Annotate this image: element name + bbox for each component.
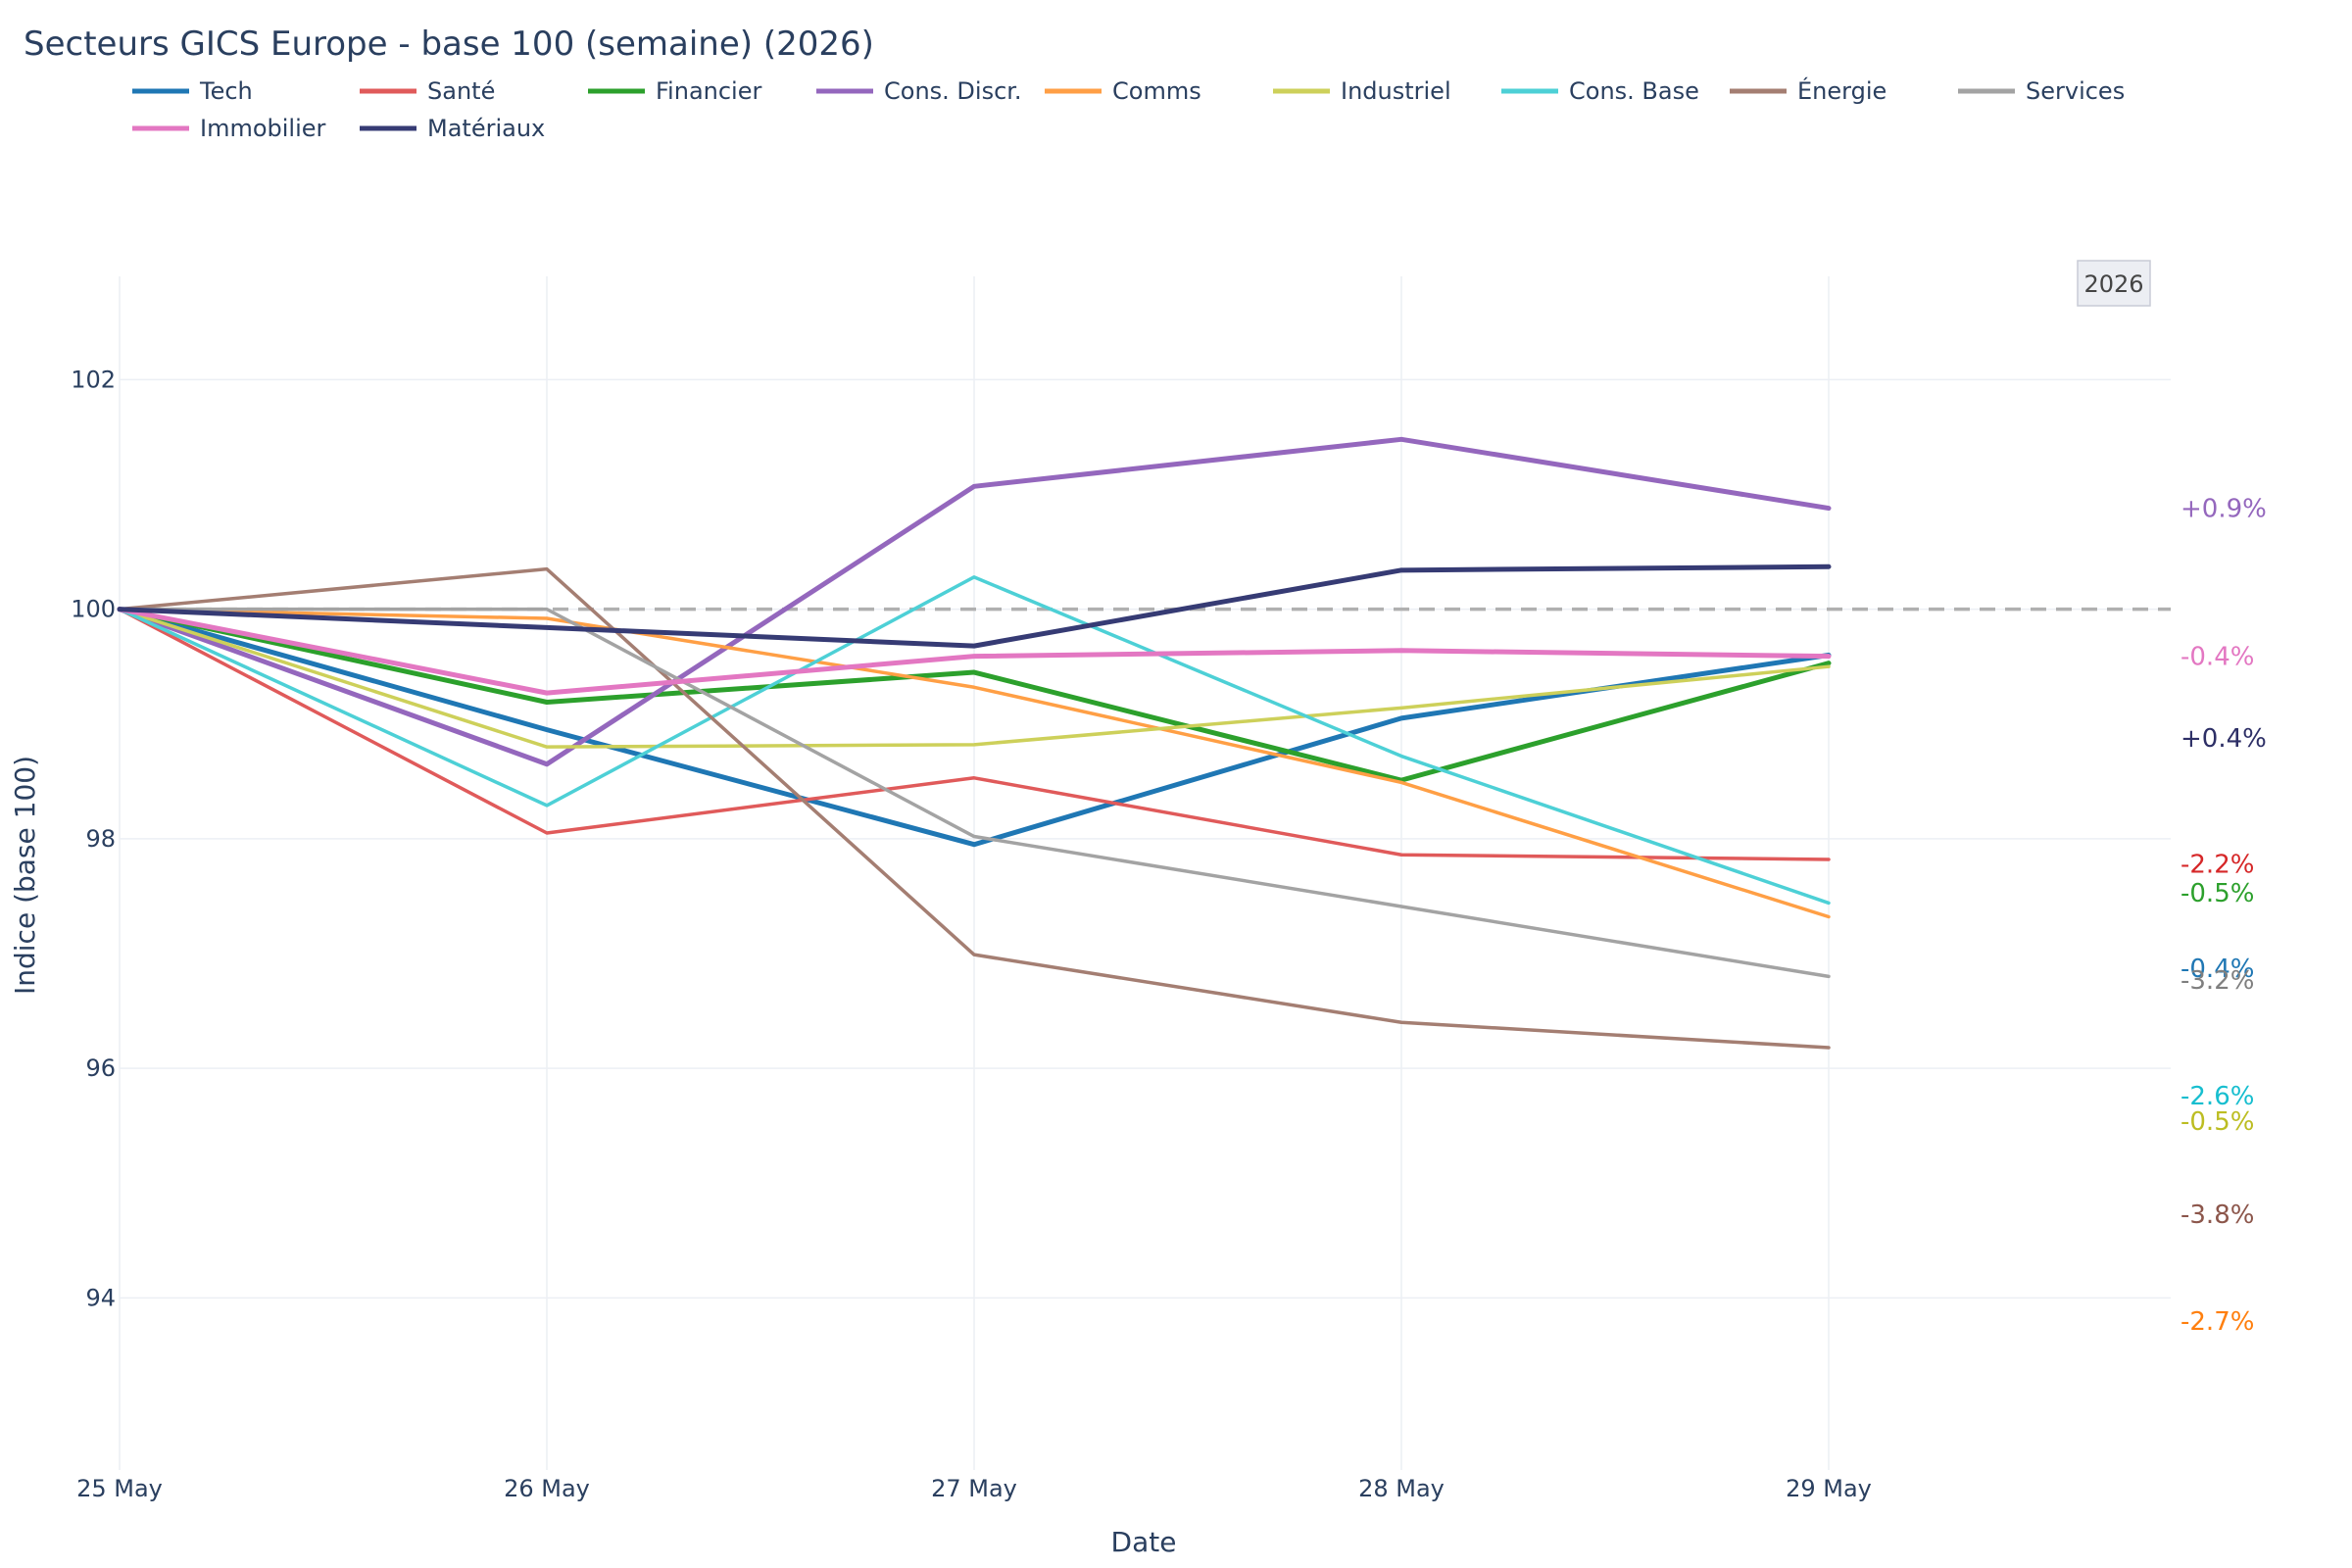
legend-label: Cons. Base bbox=[1569, 77, 1699, 105]
legend-item-cons-base[interactable]: Cons. Base bbox=[1501, 77, 1699, 105]
y-axis-title: Indice (base 100) bbox=[9, 756, 41, 995]
chart-title: Secteurs GICS Europe - base 100 (semaine… bbox=[24, 24, 874, 64]
legend-label: Cons. Discr. bbox=[884, 77, 1022, 105]
end-label-energie: -3.8% bbox=[2180, 1200, 2254, 1230]
legend-label: Immobilier bbox=[200, 115, 326, 142]
year-badge: 2026 bbox=[2077, 260, 2151, 307]
legend-label: Comms bbox=[1112, 77, 1201, 105]
legend-item-sante[interactable]: Santé bbox=[360, 77, 495, 105]
end-label-materiaux: +0.4% bbox=[2180, 724, 2267, 754]
end-label-tech: -0.4% bbox=[2180, 955, 2254, 984]
legend-item-tech[interactable]: Tech bbox=[132, 77, 253, 105]
series-line-cons-base bbox=[118, 575, 1831, 906]
legend-label: Matériaux bbox=[427, 115, 545, 142]
y-tick-label: 94 bbox=[85, 1284, 116, 1311]
legend-item-industriel[interactable]: Industriel bbox=[1273, 77, 1451, 105]
legend-item-immobilier[interactable]: Immobilier bbox=[132, 115, 326, 142]
series-line-comms bbox=[118, 607, 1831, 919]
series-line-services bbox=[118, 607, 1831, 979]
series-line-tech bbox=[117, 607, 1832, 848]
legend-label: Services bbox=[2026, 77, 2125, 105]
series-line-energie bbox=[118, 566, 1831, 1050]
x-tick-label: 25 May bbox=[76, 1475, 163, 1502]
end-label-sante: -2.2% bbox=[2180, 851, 2254, 880]
end-label-services: -3.2% bbox=[2180, 966, 2254, 996]
legend-label: Financier bbox=[656, 77, 761, 105]
series-line-financier bbox=[117, 607, 1832, 783]
end-label-industriel: -0.5% bbox=[2180, 1107, 2254, 1137]
x-axis-title: Date bbox=[1111, 1526, 1177, 1558]
legend-label: Énergie bbox=[1797, 76, 1886, 105]
x-tick-label: 28 May bbox=[1358, 1475, 1445, 1502]
legend-label: Industriel bbox=[1341, 77, 1451, 105]
end-label-cons-base: -2.6% bbox=[2180, 1082, 2254, 1111]
y-tick-label: 96 bbox=[85, 1054, 116, 1082]
series-line-immobilier bbox=[117, 607, 1832, 696]
year-badge-text: 2026 bbox=[2083, 270, 2143, 298]
legend: Tech Santé Financier Cons. Discr. Comms Indus… bbox=[132, 76, 2125, 142]
series-line-industriel bbox=[118, 607, 1831, 749]
x-axis-ticks: 25 May 26 May 27 May 28 May 29 May bbox=[76, 1475, 1872, 1502]
x-tick-label: 27 May bbox=[931, 1475, 1017, 1502]
legend-item-financier[interactable]: Financier bbox=[588, 77, 761, 105]
legend-item-energie[interactable]: Énergie bbox=[1730, 76, 1886, 105]
legend-label: Tech bbox=[199, 77, 253, 105]
gridlines bbox=[119, 276, 2171, 1470]
end-label-financier: -0.5% bbox=[2180, 879, 2254, 908]
series-lines bbox=[117, 436, 1832, 1050]
legend-item-cons-discr[interactable]: Cons. Discr. bbox=[816, 77, 1022, 105]
end-label-immobilier: -0.4% bbox=[2180, 643, 2254, 672]
y-tick-label: 100 bbox=[71, 596, 116, 623]
year-badge-box bbox=[2077, 260, 2151, 307]
legend-item-materiaux[interactable]: Matériaux bbox=[360, 115, 545, 142]
end-label-cons-discr: +0.9% bbox=[2180, 495, 2267, 524]
series-line-materiaux bbox=[117, 564, 1832, 649]
legend-label: Santé bbox=[427, 77, 495, 105]
series-line-cons-discr bbox=[117, 436, 1832, 767]
series-line-sante bbox=[118, 607, 1831, 861]
y-tick-label: 102 bbox=[71, 366, 116, 393]
legend-item-comms[interactable]: Comms bbox=[1045, 77, 1201, 105]
x-tick-label: 29 May bbox=[1786, 1475, 1872, 1502]
legend-item-services[interactable]: Services bbox=[1958, 77, 2125, 105]
end-labels: -0.4%-2.2%-0.5%+0.9%-2.7%-0.5%-2.6%-3.8%… bbox=[2180, 495, 2267, 1337]
end-label-comms: -2.7% bbox=[2180, 1307, 2254, 1337]
x-tick-label: 26 May bbox=[504, 1475, 590, 1502]
y-axis-ticks: 94 96 98 100 102 bbox=[71, 366, 116, 1311]
y-tick-label: 98 bbox=[85, 825, 116, 853]
